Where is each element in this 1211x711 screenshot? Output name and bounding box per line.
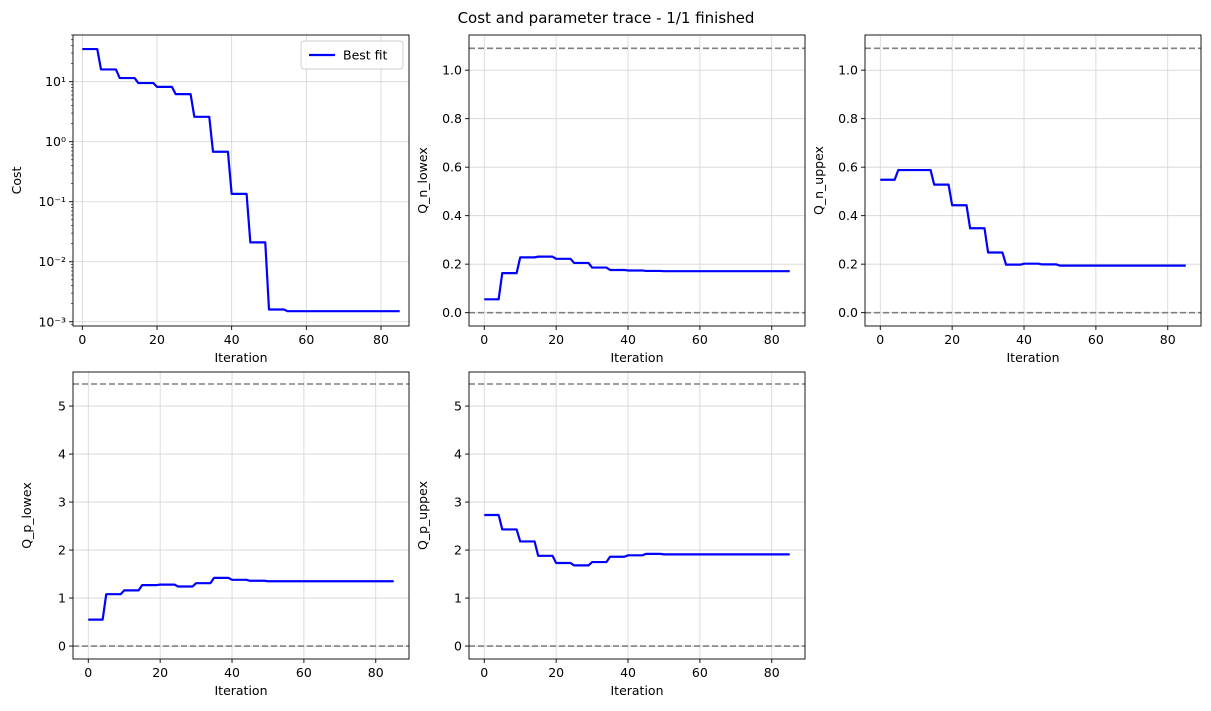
y-tick-label: 0.6	[442, 160, 462, 175]
series-line	[484, 513, 790, 567]
y-tick-label: 3	[454, 495, 462, 510]
series-line	[88, 576, 394, 621]
y-tick-label: 0.2	[838, 257, 858, 272]
y-tick-label: 0.0	[838, 305, 858, 320]
x-tick-label: 40	[620, 665, 636, 680]
subplot-3: 0 20 40 60 80 0.0 0.2 0.4 0.6 0.8 1.0 Iteration Q_n_…	[811, 34, 1202, 365]
legend-label: Best fit	[343, 48, 388, 63]
x-tick-label: 0	[84, 665, 92, 680]
axes-frame	[468, 34, 806, 327]
axes-frame	[72, 371, 410, 660]
x-tick-label: 20	[152, 665, 168, 680]
subplot-4: 0 20 40 60 80 0 1 2 3 4 5 Iteration Q_p_lowex	[19, 371, 410, 698]
y-tick-label: 10⁻³	[38, 314, 66, 329]
axes-frame	[468, 371, 806, 660]
series-line	[880, 168, 1186, 267]
y-tick-label: 10⁰	[45, 134, 66, 149]
y-tick-label: 0.6	[838, 160, 858, 175]
x-tick-label: 60	[692, 332, 708, 347]
y-tick-label: 1.0	[838, 63, 858, 78]
x-axis-label: Iteration	[610, 683, 663, 698]
x-axis-label: Iteration	[1006, 350, 1059, 365]
x-axis-label: Iteration	[610, 350, 663, 365]
y-axis-label: Q_n_lowex	[415, 147, 430, 213]
x-tick-label: 60	[692, 665, 708, 680]
plot-area	[865, 35, 1201, 326]
x-tick-label: 80	[368, 665, 384, 680]
x-tick-label: 80	[1160, 332, 1176, 347]
legend-box	[300, 40, 404, 70]
x-tick-label: 60	[298, 332, 314, 347]
series-line	[484, 255, 790, 301]
plot-area	[73, 372, 409, 659]
x-tick-label: 20	[944, 332, 960, 347]
x-tick-label: 20	[149, 332, 165, 347]
subplot-2: 0 20 40 60 80 0.0 0.2 0.4 0.6 0.8 1.0 Iteration Q_n_…	[415, 34, 806, 365]
y-axis-label: Q_n_uppex	[811, 146, 826, 215]
x-tick-label: 0	[480, 665, 488, 680]
x-tick-label: 80	[764, 332, 780, 347]
y-axis-label: Q_p_uppex	[415, 481, 430, 550]
y-tick-label: 0.0	[442, 305, 462, 320]
plot-area	[469, 372, 805, 659]
x-tick-label: 0	[876, 332, 884, 347]
y-axis-label: Cost	[9, 167, 24, 195]
y-tick-label: 2	[454, 543, 462, 558]
x-tick-label: 40	[1016, 332, 1032, 347]
x-tick-label: 60	[296, 665, 312, 680]
x-tick-label: 0	[78, 332, 86, 347]
subplot-1: 0 20 40 60 80 10⁻³ 10⁻² 10⁻¹ 10⁰ 10¹ Iteration Cost…	[9, 34, 410, 365]
y-tick-label: 5	[58, 399, 66, 414]
y-tick-label: 0	[58, 639, 66, 654]
x-tick-label: 80	[764, 665, 780, 680]
x-axis-label: Iteration	[214, 683, 267, 698]
plot-area	[73, 35, 409, 326]
figure-title: Cost and parameter trace - 1/1 finished	[458, 9, 755, 27]
y-tick-label: 0.8	[442, 111, 462, 126]
x-tick-label: 80	[373, 332, 389, 347]
x-tick-label: 60	[1088, 332, 1104, 347]
y-tick-label: 5	[454, 399, 462, 414]
y-tick-label: 4	[58, 447, 66, 462]
y-tick-label: 0.4	[838, 208, 858, 223]
x-tick-label: 40	[224, 665, 240, 680]
y-tick-label: 0.2	[442, 257, 462, 272]
y-tick-label: 0.8	[838, 111, 858, 126]
y-tick-label: 10¹	[45, 74, 66, 89]
axes-frame	[864, 34, 1202, 327]
y-tick-label: 1	[454, 591, 462, 606]
x-tick-label: 20	[548, 665, 564, 680]
y-tick-label: 10⁻¹	[38, 194, 66, 209]
y-tick-label: 0.4	[442, 208, 462, 223]
axes-frame	[72, 34, 410, 327]
legend: Best fit	[300, 40, 404, 70]
subplot-5: 0 20 40 60 80 0 1 2 3 4 5 Iteration Q_p_uppex	[415, 371, 806, 698]
y-tick-label: 1.0	[442, 63, 462, 78]
x-axis-label: Iteration	[214, 350, 267, 365]
y-tick-label: 10⁻²	[38, 254, 66, 269]
plot-area	[469, 35, 805, 326]
y-axis-label: Q_p_lowex	[19, 482, 34, 549]
y-tick-label: 2	[58, 543, 66, 558]
x-tick-label: 20	[548, 332, 564, 347]
x-tick-label: 40	[224, 332, 240, 347]
y-tick-label: 1	[58, 591, 66, 606]
y-tick-label: 0	[454, 639, 462, 654]
x-tick-label: 0	[480, 332, 488, 347]
series-line	[82, 47, 400, 313]
y-tick-label: 3	[58, 495, 66, 510]
x-tick-label: 40	[620, 332, 636, 347]
y-tick-label: 4	[454, 447, 462, 462]
